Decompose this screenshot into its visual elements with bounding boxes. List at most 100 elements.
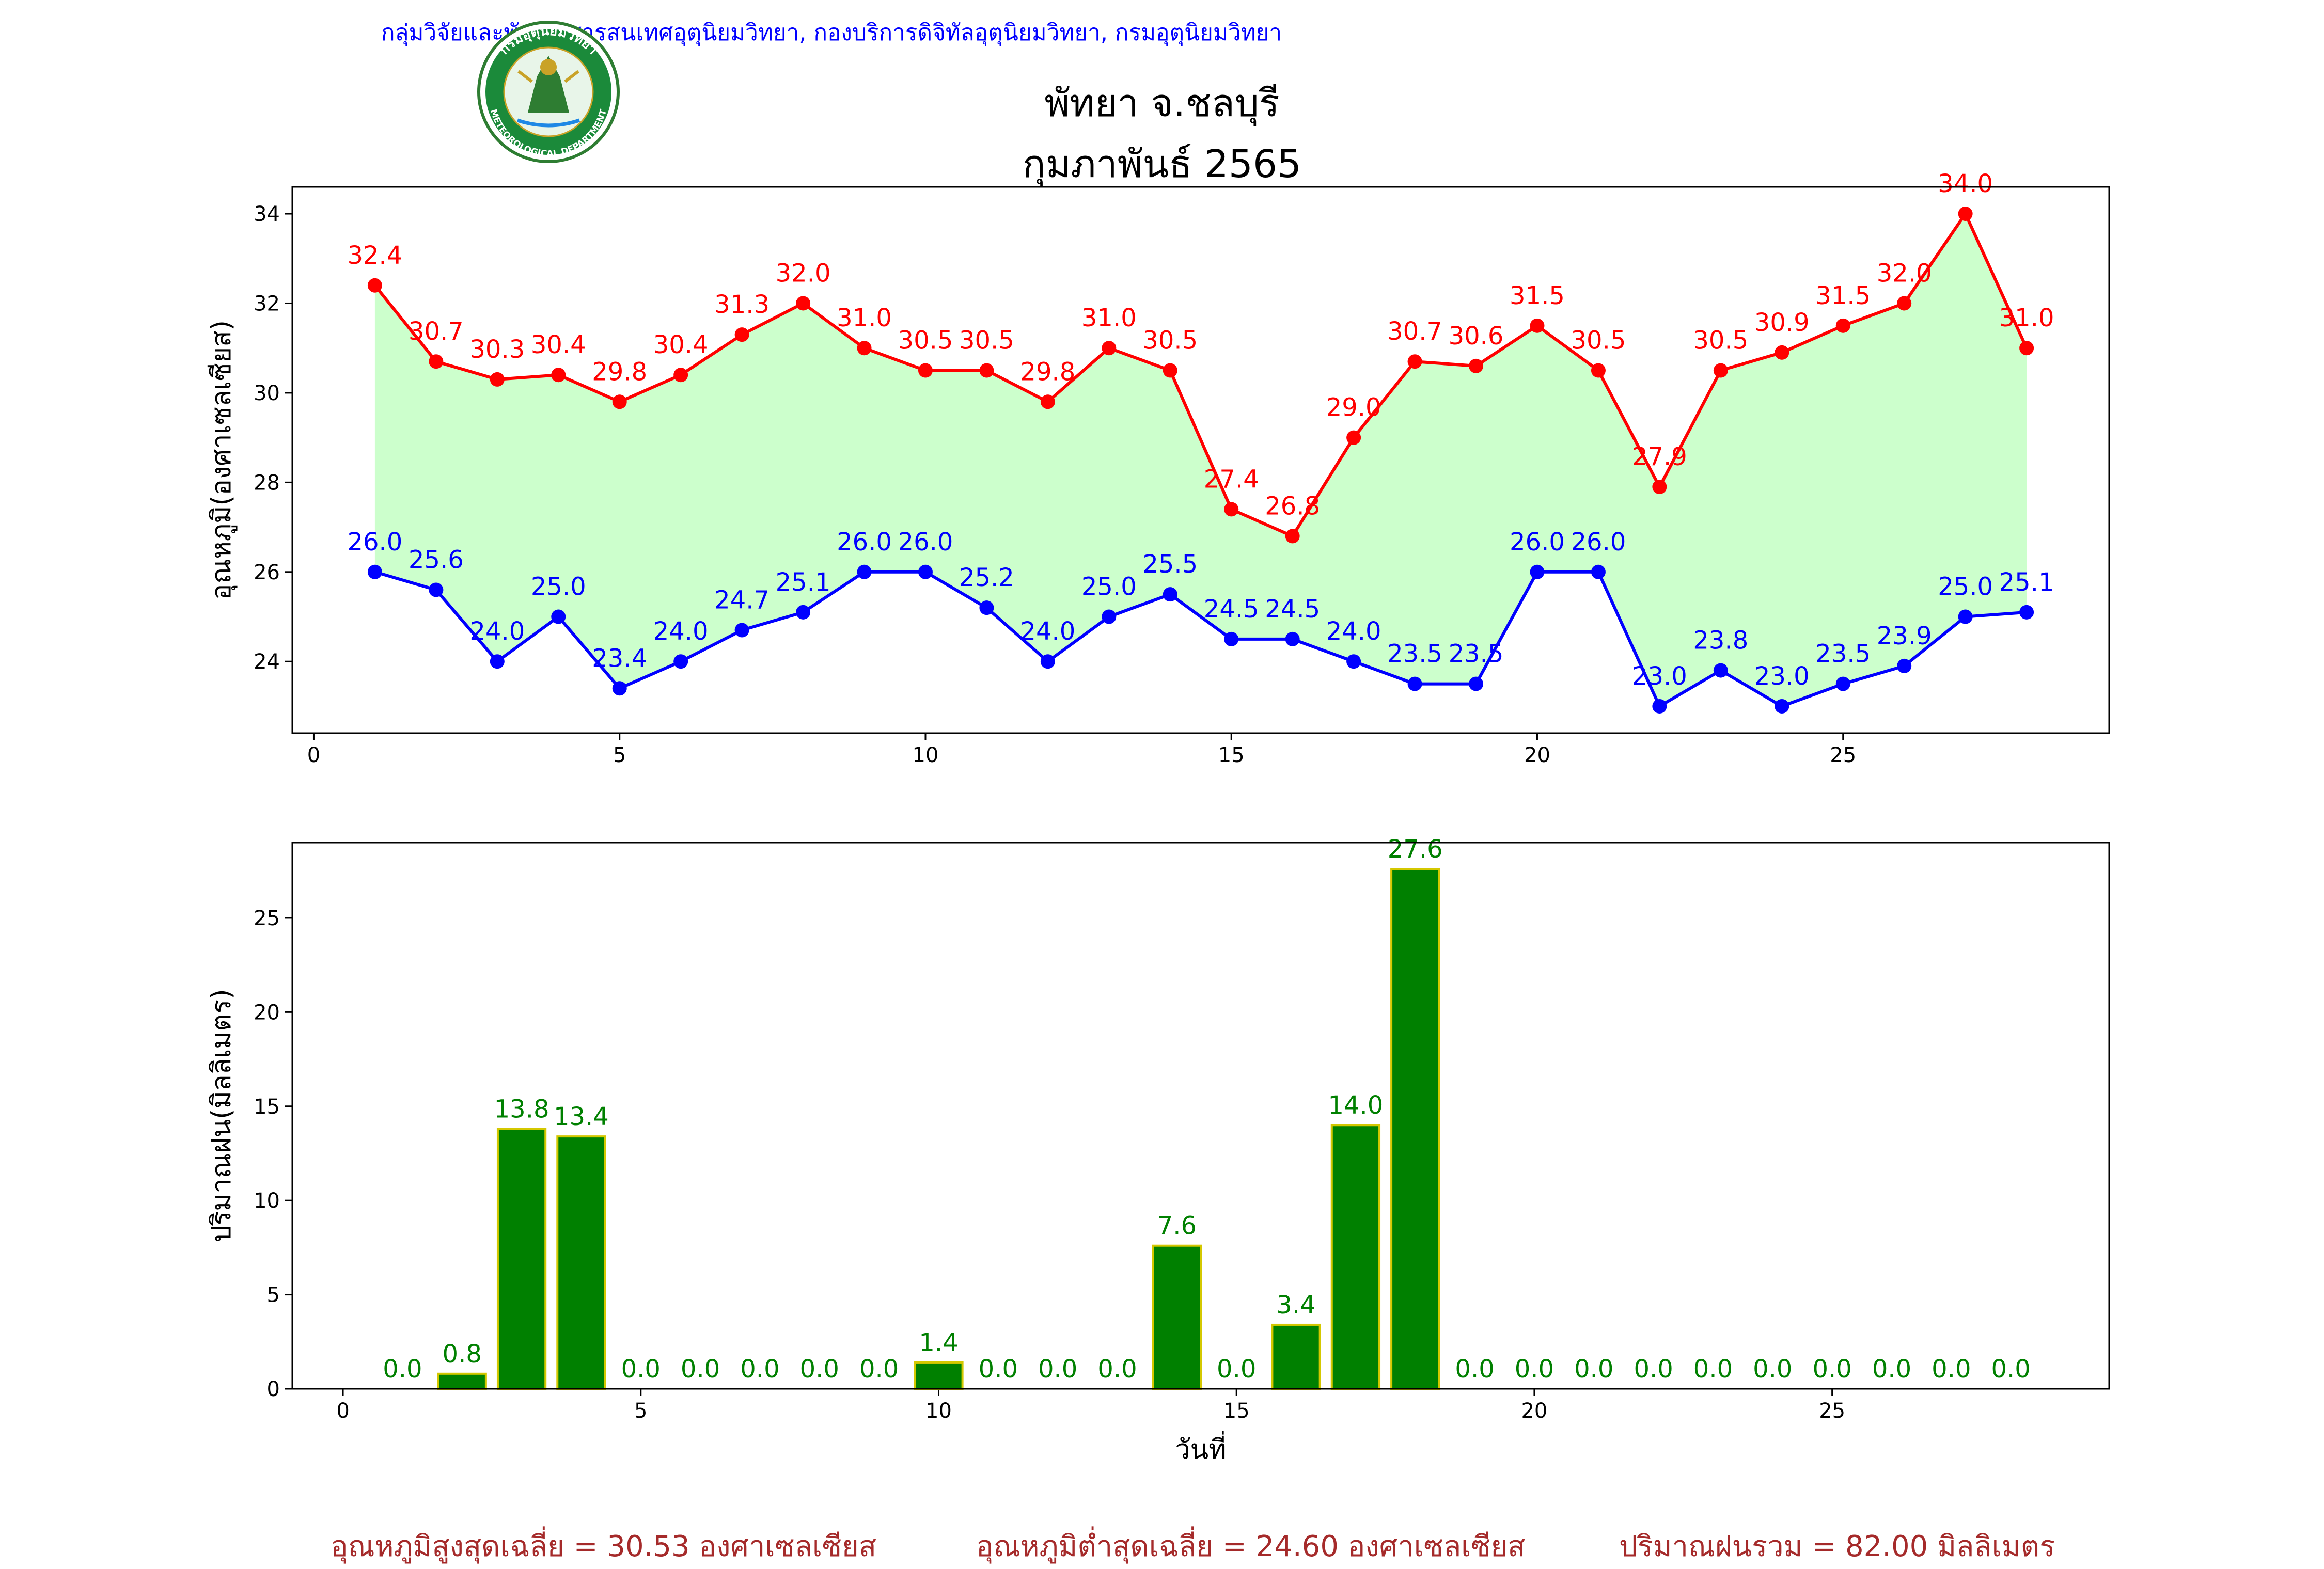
rain-bar: [437, 1372, 487, 1390]
min-temp-point: [734, 623, 749, 638]
rain-data-label: 7.6: [1157, 1212, 1197, 1241]
min-temp-point: [1897, 658, 1912, 673]
rain-data-label: 13.4: [554, 1102, 609, 1131]
min-temp-point: [1713, 663, 1728, 678]
rain-data-label: 27.6: [1388, 835, 1443, 864]
rain-data-label: 1.4: [919, 1328, 958, 1357]
max-temp-data-label: 29.8: [592, 357, 647, 386]
max-temp-data-label: 27.9: [1632, 442, 1687, 471]
y-tick-label: 28: [254, 471, 280, 495]
max-temp-point: [1102, 341, 1117, 356]
min-temp-point: [1040, 654, 1055, 669]
min-temp-point: [1958, 609, 1973, 624]
max-temp-data-label: 31.0: [1081, 304, 1137, 332]
min-temp-point: [979, 600, 994, 615]
min-temp-data-label: 23.0: [1632, 662, 1687, 691]
max-temp-point: [490, 372, 505, 387]
min-temp-point: [2019, 605, 2034, 620]
max-temp-data-label: 29.8: [1020, 357, 1075, 386]
rain-data-label: 0.0: [1097, 1355, 1137, 1384]
min-temp-point: [1652, 699, 1667, 714]
max-temp-point: [367, 278, 382, 293]
avg-max-temp-summary: อุณหภูมิสูงสุดเฉลี่ย = 30.53 องศาเซลเซีย…: [331, 1530, 877, 1563]
y-tick-label: 10: [254, 1189, 280, 1213]
rain-data-label: 13.8: [494, 1095, 549, 1124]
rain-data-label: 14.0: [1328, 1091, 1383, 1120]
y-tick-label: 25: [254, 907, 280, 930]
min-temp-point: [918, 564, 933, 579]
min-temp-data-label: 26.0: [1571, 528, 1626, 557]
min-temp-point: [1407, 676, 1422, 691]
max-temp-data-label: 31.0: [837, 304, 892, 332]
min-temp-point: [1530, 564, 1545, 579]
avg-min-temp-summary: อุณหภูมิต่ำสุดเฉลี่ย = 24.60 องศาเซลเซีย…: [976, 1530, 1526, 1563]
y-tick-label: 34: [254, 202, 280, 226]
rain-data-label: 0.0: [1872, 1355, 1911, 1384]
max-temp-data-label: 31.0: [1999, 304, 2054, 332]
rain-data-label: 0.0: [1038, 1355, 1077, 1384]
max-temp-point: [612, 394, 627, 409]
max-temp-data-label: 30.4: [531, 330, 586, 359]
max-temp-data-label: 30.5: [1142, 326, 1198, 355]
max-temp-data-label: 30.7: [1387, 317, 1442, 346]
x-tick-label: 20: [1524, 743, 1550, 767]
max-temp-data-label: 34.0: [1938, 169, 1993, 198]
rain-data-label: 0.0: [1932, 1355, 1971, 1384]
rain-data-label: 0.0: [859, 1355, 899, 1384]
max-temp-point: [2019, 341, 2034, 356]
y-tick-label: 20: [254, 1001, 280, 1024]
rainfall-chart: 0 5 10 15 20 25 0 5 10 15 20 25 ปริมาณฝน(มิลลิเมตร) ว…: [206, 835, 2110, 1465]
min-temp-data-label: 25.5: [1142, 550, 1198, 579]
min-temp-data-label: 24.0: [469, 617, 525, 646]
max-temp-point: [796, 296, 811, 311]
temperature-range-fill: [374, 214, 2027, 706]
max-temp-data-label: 31.5: [1510, 281, 1565, 310]
max-temp-point: [1713, 363, 1728, 378]
max-temp-point: [1835, 318, 1850, 333]
min-temp-data-label: 25.0: [1938, 573, 1993, 601]
min-temp-point: [1775, 699, 1789, 714]
min-temp-data-label: 23.5: [1815, 640, 1871, 669]
temperature-chart: 0 5 10 15 20 25 24 26 28 30 32 34 อุณหภูมิ(องศาเซลเซ…: [206, 169, 2110, 767]
x-tick-label: 5: [634, 1399, 647, 1423]
min-temp-data-label: 25.1: [1999, 568, 2054, 597]
min-temp-point: [1224, 631, 1239, 646]
rain-data-label: 0.0: [1634, 1355, 1673, 1384]
max-temp-data-label: 29.0: [1326, 393, 1381, 422]
max-temp-data-label: 32.0: [1877, 259, 1932, 288]
total-rain-summary: ปริมาณฝนรวม = 82.00 มิลลิเมตร: [1619, 1530, 2055, 1563]
x-tick-label: 0: [307, 743, 320, 767]
max-temp-point: [918, 363, 933, 378]
min-temp-data-label: 23.5: [1387, 640, 1442, 669]
max-temp-data-label: 30.5: [1571, 326, 1626, 355]
min-temp-data-label: 26.0: [347, 528, 402, 557]
max-temp-data-label: 32.0: [776, 259, 831, 288]
min-temp-data-label: 25.6: [409, 545, 464, 574]
rain-bar: [1390, 868, 1440, 1390]
max-temp-point: [1958, 207, 1973, 221]
meteorological-department-logo: กรมอุตุนิยมวิทยา METEOROLOGICAL DEPARTME…: [477, 21, 620, 163]
min-temp-data-label: 26.0: [898, 528, 953, 557]
min-temp-data-label: 24.0: [1020, 617, 1075, 646]
max-temp-data-label: 30.6: [1449, 322, 1504, 351]
rain-bar: [556, 1135, 606, 1390]
min-temp-data-label: 25.2: [959, 563, 1014, 592]
y-tick-label: 5: [267, 1283, 280, 1307]
min-temp-data-label: 23.0: [1754, 662, 1810, 691]
max-temp-line: [373, 210, 2028, 538]
rain-data-label: 0.0: [979, 1355, 1018, 1384]
rain-data-label: 0.0: [1455, 1355, 1494, 1384]
max-temp-data-label: 30.3: [469, 335, 525, 364]
x-axis-label: วันที่: [1175, 1431, 1226, 1465]
min-temp-point: [1591, 564, 1606, 579]
max-temp-point: [1591, 363, 1606, 378]
min-temp-point: [551, 609, 566, 624]
max-temp-point: [429, 354, 444, 369]
max-temp-data-label: 30.5: [1693, 326, 1748, 355]
min-temp-data-label: 26.0: [1510, 528, 1565, 557]
rain-plot-frame: [291, 842, 2110, 1390]
min-temp-data-label: 24.5: [1265, 595, 1320, 624]
min-temp-point: [1102, 609, 1117, 624]
y-axis-label: ปริมาณฝน(มิลลิเมตร): [206, 989, 237, 1242]
